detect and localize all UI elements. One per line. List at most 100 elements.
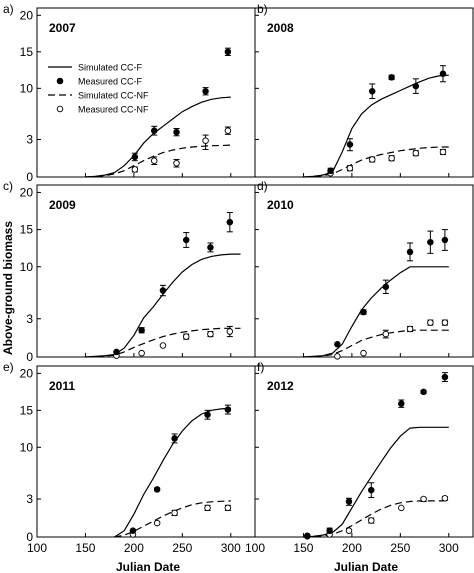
measured-cc-f-point: [173, 128, 180, 136]
measured-cc-f-point: [368, 88, 376, 95]
panel-letter: c): [3, 179, 13, 193]
y-tick-label: 10: [20, 81, 34, 95]
measured-cc-nf-point: [226, 328, 234, 335]
measured-cc-nf-point: [131, 166, 139, 173]
measured-cc-nf-point: [441, 495, 449, 502]
panel-frame: [254, 184, 474, 358]
y-tick-label: 3: [26, 492, 33, 506]
panel-year-title: 2009: [49, 198, 76, 212]
x-tick-label: 250: [390, 541, 410, 555]
simulated-cc-f-line: [85, 96, 231, 178]
measured-cc-f-point: [204, 411, 211, 419]
x-axis-label-right: Julian Date: [334, 560, 398, 573]
x-tick-label: 100: [245, 541, 265, 555]
measured-cc-f-point: [368, 486, 375, 494]
measured-cc-nf-point: [224, 504, 232, 512]
measured-cc-f-point: [207, 244, 214, 251]
x-axis-label-left: Julian Date: [116, 560, 180, 573]
legend-entry: Simulated CC-F: [78, 63, 143, 73]
x-tick-label: 100: [27, 541, 47, 555]
measured-cc-nf-point: [439, 148, 447, 156]
measured-cc-f-point: [202, 88, 209, 95]
measured-cc-f-point: [150, 127, 158, 134]
measured-cc-f-point: [420, 388, 427, 396]
simulated-cc-f-line: [303, 426, 449, 538]
panel-2008: b) 2008: [254, 2, 474, 178]
simulated-cc-nf-line: [303, 329, 449, 358]
measured-cc-nf-point: [388, 154, 395, 162]
measured-cc-nf-point: [204, 504, 211, 512]
measured-cc-f-point: [224, 48, 232, 56]
measured-cc-f-point: [346, 141, 354, 148]
measured-cc-nf-point: [368, 156, 376, 163]
y-tick-label: 10: [20, 260, 34, 274]
panel-letter: f): [257, 360, 264, 374]
simulated-cc-f-line: [114, 407, 231, 538]
measured-cc-f-point: [182, 236, 190, 244]
y-tick-label: 15: [20, 403, 34, 417]
x-tick-label: 150: [75, 541, 95, 555]
simulated-cc-nf-line: [114, 500, 231, 538]
measured-cc-f-point: [388, 74, 395, 81]
panel-letter: e): [3, 360, 14, 374]
simulated-cc-nf-line: [303, 146, 449, 178]
measured-cc-nf-point: [334, 353, 341, 360]
y-tick-label: 15: [20, 45, 34, 59]
panel-2007: a) 2007 0 3 10 15 20: [3, 2, 256, 184]
panel-frame: [254, 365, 474, 538]
measured-cc-nf-point: [173, 159, 180, 167]
measured-cc-f-point: [226, 218, 234, 226]
y-tick-label: 15: [20, 223, 34, 237]
measured-cc-f-point: [171, 435, 178, 442]
panel-2009: c) 2009 0 3 10 15 20: [3, 179, 256, 364]
x-tick-label: 300: [221, 541, 241, 555]
y-tick-label: 0: [26, 530, 33, 544]
x-tick-label: 300: [439, 541, 459, 555]
y-tick-label: 3: [26, 132, 33, 146]
simulated-cc-nf-line: [85, 144, 231, 178]
measured-cc-f-point: [327, 167, 334, 174]
y-tick-label: 3: [26, 312, 33, 326]
panel-2012: f)2012 100 150 200 250 300: [245, 360, 474, 555]
y-tick-label: 10: [20, 440, 34, 454]
measured-cc-f-point: [113, 348, 120, 356]
measured-cc-nf-point: [427, 319, 434, 326]
measured-cc-nf-point: [346, 164, 354, 172]
measured-cc-nf-point: [202, 137, 209, 144]
measured-cc-nf-point: [398, 504, 405, 512]
panel-letter: a): [3, 2, 14, 16]
measured-cc-nf-point: [138, 349, 145, 357]
measured-cc-nf-point: [382, 330, 390, 338]
simulated-cc-f-line: [85, 253, 241, 358]
panel-year-title: 2007: [49, 21, 76, 35]
measured-cc-f-point: [334, 341, 341, 348]
y-tick-label: 20: [20, 366, 34, 380]
measured-cc-nf-point: [207, 330, 214, 338]
panel-2011: e) 2011 0 3 10 15 20 100 150 200 250 300: [3, 360, 256, 555]
simulated-cc-f-line: [303, 266, 449, 358]
measured-cc-f-point: [131, 153, 139, 161]
measured-cc-f-point: [441, 236, 449, 244]
measured-cc-nf-point: [345, 527, 353, 534]
measured-cc-f-point: [360, 308, 367, 316]
y-tick-label: 20: [20, 8, 34, 22]
legend-entry: Measured CC-NF: [78, 105, 149, 115]
measured-cc-nf-point: [150, 157, 158, 164]
measured-cc-f-point: [304, 532, 311, 539]
panel-2010: d) 2010: [254, 179, 474, 360]
measured-cc-nf-point: [360, 349, 367, 357]
panel-letter: b): [257, 2, 268, 16]
measured-cc-f-point: [382, 283, 390, 291]
y-axis-label: Above-ground biomass: [1, 221, 15, 355]
measured-cc-f-point: [406, 248, 414, 256]
measured-cc-nf-point: [441, 319, 449, 326]
measured-cc-f-point: [412, 82, 420, 90]
x-tick-label: 200: [124, 541, 144, 555]
y-tick-label: 20: [20, 185, 34, 199]
measured-cc-nf-point: [368, 517, 375, 524]
panel-year-title: 2010: [267, 198, 294, 212]
legend-swatch-measured-cc-f: [56, 77, 64, 85]
panel-letter: d): [257, 179, 268, 193]
measured-cc-f-point: [441, 373, 449, 381]
